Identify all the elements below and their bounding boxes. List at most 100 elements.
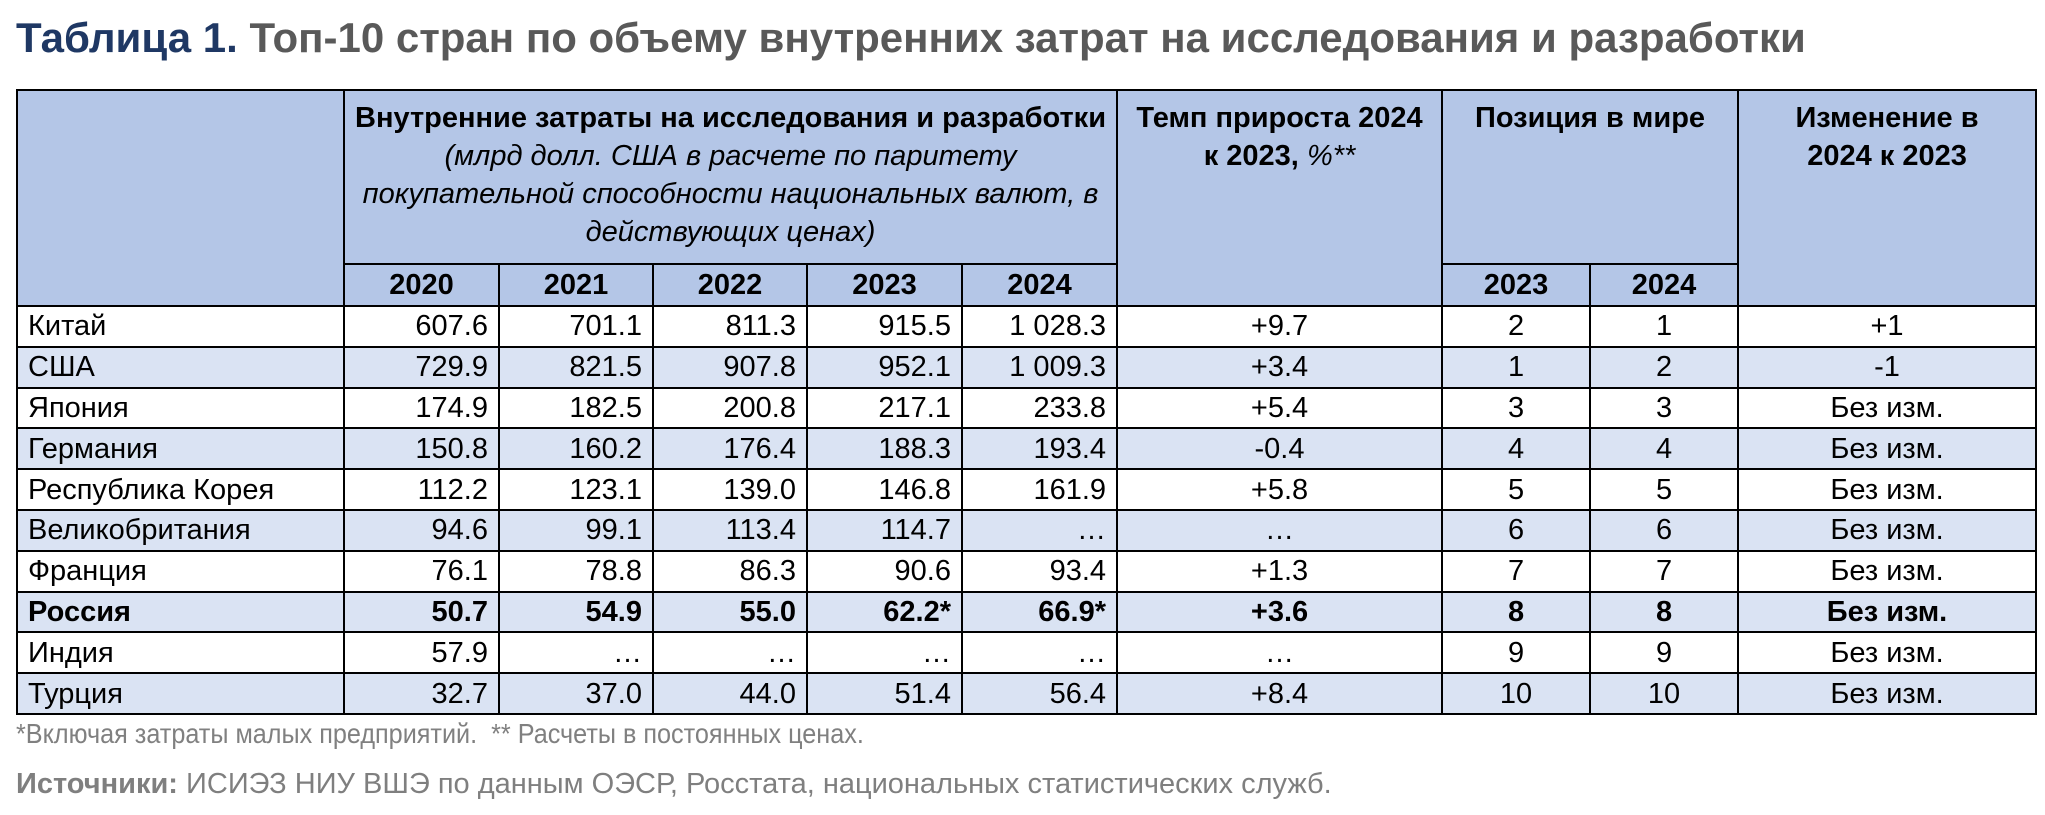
position-cell: 10: [1441, 672, 1592, 715]
value-cell: 32.7: [343, 672, 500, 715]
value-cell: 86.3: [652, 549, 808, 593]
value-cell: 217.1: [806, 386, 963, 430]
source-label: Источники:: [16, 768, 178, 800]
value-cell: …: [652, 631, 808, 675]
growth-cell: +3.4: [1116, 345, 1444, 389]
change-cell: Без изм.: [1737, 590, 2038, 634]
position-cell: 10: [1589, 672, 1740, 715]
change-cell: +1: [1737, 305, 2038, 348]
value-cell: 139.0: [652, 468, 808, 511]
value-cell: 607.6: [343, 305, 500, 348]
position-cell: 3: [1589, 386, 1740, 430]
value-cell: 44.0: [652, 672, 808, 715]
value-cell: 66.9*: [960, 590, 1119, 634]
change-cell: Без изм.: [1737, 427, 2038, 471]
change-cell: Без изм.: [1737, 508, 2038, 552]
country-cell: Франция: [16, 549, 345, 593]
change-cell: -1: [1737, 345, 2038, 389]
position-cell: 6: [1589, 508, 1740, 552]
value-cell: …: [806, 631, 963, 675]
country-cell: США: [16, 345, 345, 389]
growth-cell: +9.7: [1116, 305, 1444, 348]
year-header: 2021: [498, 263, 654, 307]
value-cell: 701.1: [498, 305, 654, 348]
source-text: ИСИЭЗ НИУ ВШЭ по данным ОЭСР, Росстата, …: [186, 768, 1332, 800]
position-header: Позиция в мире: [1441, 89, 1740, 265]
value-cell: 99.1: [498, 508, 654, 552]
position-cell: 8: [1441, 590, 1592, 634]
year-header: 2022: [652, 263, 808, 307]
value-cell: 62.2*: [806, 590, 963, 634]
value-cell: 193.4: [960, 427, 1119, 471]
title: Таблица 1. Топ-10 стран по объему внутре…: [16, 14, 1806, 62]
position-cell: 2: [1441, 305, 1592, 348]
growth-cell: +1.3: [1116, 549, 1444, 593]
value-cell: 114.7: [806, 508, 963, 552]
value-cell: 146.8: [806, 468, 963, 511]
value-cell: 821.5: [498, 345, 654, 389]
value-cell: …: [960, 508, 1119, 552]
position-cell: 9: [1441, 631, 1592, 675]
value-cell: 55.0: [652, 590, 808, 634]
position-cell: 8: [1589, 590, 1740, 634]
growth-cell: …: [1116, 631, 1444, 675]
change-cell: Без изм.: [1737, 386, 2038, 430]
table-row: Япония 174.9 182.5 200.8 217.1 233.8 +5.4 3 3 Без…: [16, 386, 2038, 430]
position-cell: 5: [1589, 468, 1740, 511]
table-row: США 729.9 821.5 907.8 952.1 1 009.3 +3.4 1 2 -1: [16, 345, 2038, 389]
value-cell: 188.3: [806, 427, 963, 471]
change-cell: Без изм.: [1737, 672, 2038, 715]
change-cell: Без изм.: [1737, 468, 2038, 511]
change-cell: Без изм.: [1737, 631, 2038, 675]
year-row: 2020 2021 2022 2023 2024 2023 2024: [17, 263, 2036, 307]
value-cell: 50.7: [343, 590, 500, 634]
value-cell: 112.2: [343, 468, 500, 511]
corner-cell: [16, 89, 345, 307]
growth-cell: …: [1116, 508, 1444, 552]
year-header: 2020: [343, 263, 500, 307]
country-cell: Китай: [16, 305, 345, 348]
position-cell: 3: [1441, 386, 1592, 430]
table-row: Республика Корея 112.2 123.1 139.0 146.8 161.…: [16, 468, 2038, 511]
position-year-header: 2024: [1589, 263, 1740, 307]
position-year-header: 2023: [1441, 263, 1592, 307]
value-cell: 182.5: [498, 386, 654, 430]
table-row: Россия 50.7 54.9 55.0 62.2* 66.9* +3.6 8 8 Без из…: [16, 590, 2038, 634]
group-header-bold: Внутренние затраты на исследования и раз…: [355, 102, 1107, 134]
table-row: Франция 76.1 78.8 86.3 90.6 93.4 +1.3 7 7 Без изм…: [16, 549, 2038, 593]
value-cell: 150.8: [343, 427, 500, 471]
value-cell: 76.1: [343, 549, 500, 593]
value-cell: 176.4: [652, 427, 808, 471]
value-cell: 811.3: [652, 305, 808, 348]
value-cell: 1 028.3: [960, 305, 1119, 348]
data-table: Внутренние затраты на исследования и раз…: [16, 89, 2038, 715]
year-header: 2023: [806, 263, 963, 307]
country-cell: Республика Корея: [16, 468, 345, 511]
title-label: Таблица 1.: [16, 14, 238, 61]
change-header: Изменение в 2024 к 2023: [1737, 89, 2038, 307]
value-cell: 915.5: [806, 305, 963, 348]
value-cell: 907.8: [652, 345, 808, 389]
table-body: Китай 607.6 701.1 811.3 915.5 1 028.3 +9.7 2 1 +1…: [16, 305, 2038, 715]
value-cell: 90.6: [806, 549, 963, 593]
value-cell: 952.1: [806, 345, 963, 389]
growth-header: Темп прироста 2024 к 2023, %**: [1116, 89, 1444, 307]
position-cell: 1: [1441, 345, 1592, 389]
value-cell: …: [960, 631, 1119, 675]
value-cell: 1 009.3: [960, 345, 1119, 389]
change-cell: Без изм.: [1737, 549, 2038, 593]
country-cell: Япония: [16, 386, 345, 430]
value-cell: 57.9: [343, 631, 500, 675]
position-cell: 9: [1589, 631, 1740, 675]
value-cell: 56.4: [960, 672, 1119, 715]
growth-cell: +8.4: [1116, 672, 1444, 715]
country-cell: Великобритания: [16, 508, 345, 552]
country-cell: Германия: [16, 427, 345, 471]
position-cell: 1: [1589, 305, 1740, 348]
value-cell: 78.8: [498, 549, 654, 593]
position-cell: 2: [1589, 345, 1740, 389]
group-header-note: (млрд долл. США в расчете по паритету по…: [362, 140, 1099, 248]
table-row: Турция 32.7 37.0 44.0 51.4 56.4 +8.4 10 10 Без из…: [16, 672, 2038, 715]
value-cell: 113.4: [652, 508, 808, 552]
